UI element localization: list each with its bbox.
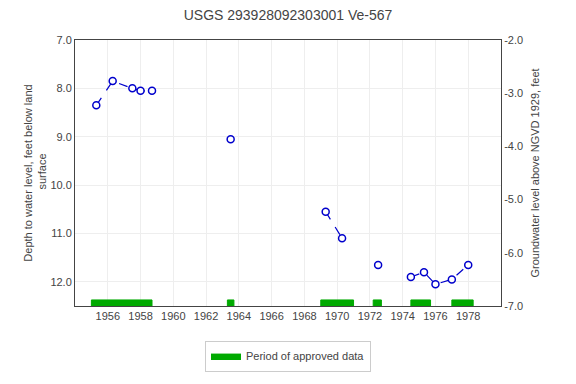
svg-text:1964: 1964 — [227, 310, 251, 322]
svg-text:1960: 1960 — [161, 310, 185, 322]
svg-text:9.0: 9.0 — [57, 131, 72, 143]
svg-text:-6.0: -6.0 — [504, 247, 523, 259]
svg-text:1966: 1966 — [259, 310, 283, 322]
svg-text:Groundwater level above NGVD 1: Groundwater level above NGVD 1929, feet — [529, 68, 541, 277]
svg-text:1962: 1962 — [194, 310, 218, 322]
svg-text:1970: 1970 — [325, 310, 349, 322]
svg-text:1972: 1972 — [358, 310, 382, 322]
svg-text:11.0: 11.0 — [51, 227, 72, 239]
svg-text:7.0: 7.0 — [57, 34, 72, 46]
svg-text:1968: 1968 — [292, 310, 316, 322]
svg-text:-3.0: -3.0 — [504, 87, 523, 99]
svg-text:Period of approved data: Period of approved data — [246, 350, 364, 362]
svg-text:1978: 1978 — [456, 310, 480, 322]
svg-text:1958: 1958 — [128, 310, 152, 322]
svg-text:12.0: 12.0 — [50, 276, 71, 288]
svg-text:1976: 1976 — [423, 310, 447, 322]
svg-text:-2.0: -2.0 — [504, 34, 523, 46]
svg-text:-4.0: -4.0 — [504, 140, 523, 152]
svg-text:-5.0: -5.0 — [504, 193, 523, 205]
svg-text:USGS 293928092303001 Ve-567: USGS 293928092303001 Ve-567 — [184, 7, 393, 23]
svg-text:10.0: 10.0 — [50, 179, 71, 191]
svg-text:8.0: 8.0 — [57, 82, 72, 94]
svg-text:-7.0: -7.0 — [504, 300, 523, 312]
svg-text:Depth to water level, feet bel: Depth to water level, feet below land su… — [22, 84, 48, 261]
svg-text:1974: 1974 — [390, 310, 414, 322]
svg-text:1956: 1956 — [96, 310, 120, 322]
